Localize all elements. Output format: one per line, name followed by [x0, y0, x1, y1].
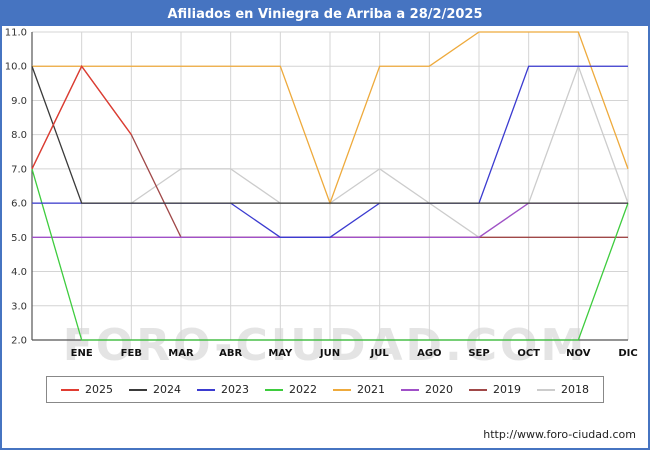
- legend-swatch-2024: [129, 388, 147, 391]
- svg-text:MAY: MAY: [268, 348, 293, 359]
- legend-swatch-2021: [333, 388, 351, 391]
- line-chart: 11.0 10.0 9.0 8.0 7.0 6.0 5.0 4.0 3.0 2.0 ENE FEB MA…: [5, 28, 638, 360]
- legend-label-2020: 2020: [425, 383, 453, 396]
- svg-text:4.0: 4.0: [11, 267, 27, 278]
- svg-text:SEP: SEP: [468, 348, 489, 359]
- legend-item-2019: 2019: [469, 383, 521, 396]
- legend-item-2023: 2023: [197, 383, 249, 396]
- svg-text:AGO: AGO: [417, 348, 441, 359]
- title-bar: Afiliados en Viniegra de Arriba a 28/2/2…: [2, 2, 648, 26]
- svg-text:OCT: OCT: [517, 348, 540, 359]
- legend-label-2019: 2019: [493, 383, 521, 396]
- svg-text:DIC: DIC: [618, 348, 637, 359]
- legend-label-2021: 2021: [357, 383, 385, 396]
- legend-item-2021: 2021: [333, 383, 385, 396]
- svg-text:JUN: JUN: [319, 348, 340, 359]
- svg-text:MAR: MAR: [168, 348, 194, 359]
- svg-text:11.0: 11.0: [5, 28, 27, 39]
- svg-text:3.0: 3.0: [11, 301, 27, 312]
- page-title: Afiliados en Viniegra de Arriba a 28/2/2…: [167, 6, 483, 22]
- svg-text:10.0: 10.0: [5, 62, 27, 73]
- svg-text:JUL: JUL: [370, 348, 390, 359]
- foro-ciudad-link[interactable]: http://www.foro-ciudad.com: [483, 428, 636, 441]
- legend-item-2024: 2024: [129, 383, 181, 396]
- legend-swatch-2018: [537, 388, 555, 391]
- legend-item-2022: 2022: [265, 383, 317, 396]
- legend: 2025 2024 2023 2022 2021 2020 2019 2018: [46, 376, 604, 403]
- svg-text:9.0: 9.0: [11, 96, 27, 107]
- svg-text:NOV: NOV: [566, 348, 591, 359]
- legend-item-2025: 2025: [61, 383, 113, 396]
- legend-label-2024: 2024: [153, 383, 181, 396]
- svg-text:2.0: 2.0: [11, 336, 27, 347]
- svg-text:5.0: 5.0: [11, 233, 27, 244]
- svg-text:ABR: ABR: [219, 348, 242, 359]
- legend-item-2018: 2018: [537, 383, 589, 396]
- svg-text:7.0: 7.0: [11, 164, 27, 175]
- chart-area: 11.0 10.0 9.0 8.0 7.0 6.0 5.0 4.0 3.0 2.0 ENE FEB MA…: [2, 26, 648, 366]
- legend-swatch-2020: [401, 388, 419, 391]
- legend-swatch-2025: [61, 388, 79, 391]
- legend-label-2022: 2022: [289, 383, 317, 396]
- watermark: FORO-CIUDAD.COM: [62, 320, 588, 371]
- legend-label-2025: 2025: [85, 383, 113, 396]
- legend-label-2023: 2023: [221, 383, 249, 396]
- svg-text:FEB: FEB: [121, 348, 142, 359]
- legend-item-2020: 2020: [401, 383, 453, 396]
- legend-swatch-2023: [197, 388, 215, 391]
- svg-text:ENE: ENE: [71, 348, 93, 359]
- legend-swatch-2019: [469, 388, 487, 391]
- legend-swatch-2022: [265, 388, 283, 391]
- svg-text:6.0: 6.0: [11, 199, 27, 210]
- svg-text:8.0: 8.0: [11, 130, 27, 141]
- legend-label-2018: 2018: [561, 383, 589, 396]
